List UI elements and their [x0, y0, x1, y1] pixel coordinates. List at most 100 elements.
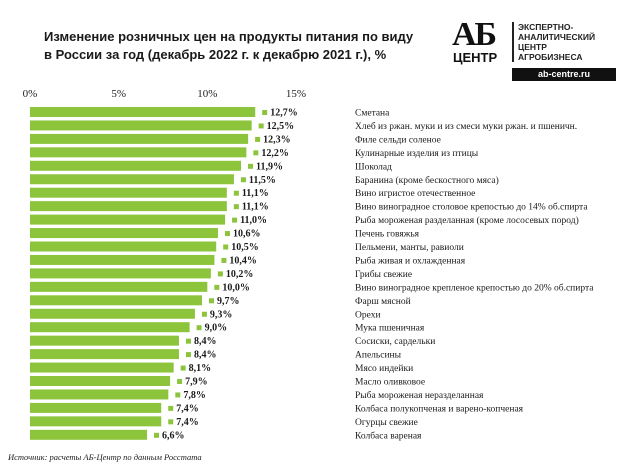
bar [30, 268, 211, 279]
bar-value-label: 10,4% [229, 255, 257, 266]
bar-value-label: 10,0% [222, 282, 250, 293]
bar-value-label: 8,1% [189, 363, 212, 374]
bar [30, 254, 215, 265]
category-label: Огурцы свежие [355, 418, 418, 428]
category-label: Сосиски, сардельки [355, 337, 435, 347]
bar-value-label: 10,6% [233, 229, 261, 240]
bar-value-label: 12,3% [263, 134, 291, 145]
category-label: Масло оливковое [355, 378, 425, 388]
ab-centre-logo: АБ ЦЕНТР ЭКСПЕРТНО- АНАЛИТИЧЕСКИЙ ЦЕНТР … [452, 16, 617, 82]
bar-value-marker [248, 163, 254, 169]
x-tick-label: 0% [23, 88, 38, 100]
bar-value-label: 12,7% [270, 108, 298, 119]
bar-value-marker [223, 244, 229, 250]
bar-value-label: 12,2% [261, 148, 289, 159]
bar-value-marker [217, 271, 223, 277]
bar-value-marker [214, 284, 220, 290]
bar [30, 402, 162, 413]
logo-line: ЦЕНТР [518, 42, 547, 52]
bar [30, 281, 208, 292]
bar-value-label: 8,4% [194, 336, 217, 347]
bar [30, 241, 217, 252]
bar-value-marker [253, 150, 259, 156]
logo-url: ab-centre.ru [512, 68, 616, 81]
logo-mark: АБ ЦЕНТР [452, 16, 506, 66]
category-label: Орехи [355, 310, 381, 320]
bar-value-label: 6,6% [162, 430, 185, 441]
bar [30, 429, 148, 440]
category-label: Кулинарные изделия из птицы [355, 149, 479, 159]
bar-value-marker [233, 204, 239, 210]
bar-value-marker [201, 311, 207, 317]
bar-value-label: 12,5% [267, 121, 295, 132]
bar-value-label: 8,4% [194, 350, 217, 361]
bar-value-label: 11,1% [242, 202, 269, 213]
logo-line: ЭКСПЕРТНО- [518, 22, 574, 32]
category-label: Печень говяжья [355, 230, 420, 240]
bar [30, 416, 162, 427]
bar-value-label: 10,5% [231, 242, 259, 253]
category-label: Апельсины [355, 351, 402, 361]
bar [30, 120, 252, 131]
category-label: Колбаса полукопченая и варено-копченая [355, 403, 524, 414]
bar [30, 107, 256, 117]
x-tick-label: 15% [286, 88, 306, 100]
title-line-1: Изменение розничных цен на продукты пита… [44, 29, 414, 44]
category-label: Филе сельди соленое [355, 135, 441, 145]
bar [30, 174, 234, 185]
bar [30, 133, 249, 144]
category-label: Сметана [355, 109, 390, 119]
bar-value-label: 7,9% [185, 377, 208, 388]
category-label: Мука пшеничная [355, 324, 425, 334]
bar-value-marker [240, 177, 246, 183]
bar-value-marker [154, 432, 160, 438]
bar-value-marker [177, 379, 183, 384]
bar-value-label: 11,5% [249, 175, 276, 186]
bar [30, 349, 179, 360]
category-label: Шоколад [355, 162, 392, 172]
category-label: Рыба мороженая неразделанная [355, 390, 484, 401]
bar-value-marker [221, 257, 227, 263]
bar [30, 322, 190, 333]
bar-value-label: 7,4% [176, 417, 199, 428]
logo-line: АГРОБИЗНЕСА [518, 52, 583, 62]
bar [30, 362, 174, 373]
bar-value-marker [209, 298, 215, 304]
bar [30, 187, 227, 198]
bar [30, 308, 195, 319]
category-label: Рыба живая и охлажденная [355, 255, 466, 266]
logo-centr-text: ЦЕНТР [453, 50, 498, 65]
bar-value-label: 9,0% [205, 323, 228, 334]
bar-value-marker [168, 405, 174, 411]
bar-value-marker [175, 392, 181, 398]
bar-value-label: 11,1% [242, 188, 269, 199]
bar-value-marker [185, 338, 191, 344]
bar [30, 295, 203, 306]
logo-ab-text: АБ [452, 16, 497, 53]
category-label: Фарш мясной [355, 296, 411, 307]
bar-value-label: 11,0% [240, 215, 267, 226]
bar [30, 376, 171, 386]
bar-value-marker [233, 190, 239, 196]
bar-value-marker [168, 419, 174, 425]
logo-line: АНАЛИТИЧЕСКИЙ [518, 32, 596, 42]
bar-value-marker [232, 217, 238, 223]
bar-value-marker [255, 136, 261, 142]
bar [30, 214, 226, 225]
bar [30, 160, 242, 171]
category-label: Рыба мороженая разделанная (кроме лососе… [355, 215, 579, 226]
bar-value-label: 7,4% [176, 403, 199, 414]
source-note: Источник: расчеты АБ-Центр по данным Рос… [8, 452, 202, 462]
category-label: Вино виноградное столовое крепостью до 1… [355, 202, 588, 213]
bar-value-marker [180, 365, 186, 371]
bar-value-label: 10,2% [226, 269, 254, 280]
bar-value-marker [224, 231, 230, 237]
bar [30, 228, 218, 239]
category-label: Колбаса вареная [355, 430, 422, 441]
x-tick-label: 10% [197, 88, 217, 100]
bar [30, 335, 179, 346]
category-label: Пельмени, манты, равиоли [355, 243, 464, 253]
category-label: Вино игристое отечественное [355, 189, 475, 199]
bar-value-label: 9,3% [210, 309, 233, 320]
